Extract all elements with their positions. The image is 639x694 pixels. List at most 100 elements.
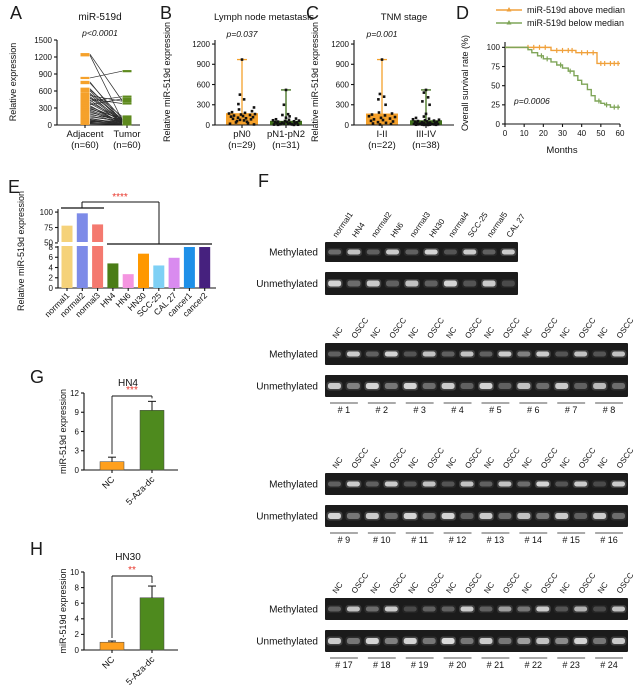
gel-band	[517, 513, 531, 519]
pair-line	[89, 53, 123, 101]
gel-band	[424, 249, 438, 255]
gel-pair-label: # 22	[525, 660, 543, 670]
gel-band	[517, 638, 531, 644]
tumor-marker	[122, 100, 132, 103]
gel-band-halo	[515, 350, 532, 358]
pair-line	[89, 108, 123, 119]
gel-pair-label: # 12	[449, 535, 467, 545]
tumor-marker	[122, 115, 132, 118]
gel-lane-label: OSCC	[539, 571, 560, 595]
significance-stars: ***	[126, 385, 138, 396]
data-point	[240, 58, 244, 61]
data-point	[243, 111, 247, 115]
pair-line	[89, 98, 123, 104]
gel-lane-label: OSCC	[577, 316, 598, 340]
gel-band	[482, 249, 496, 255]
gel-band-halo	[481, 248, 498, 256]
gel-band	[384, 638, 398, 644]
legend-marker	[506, 20, 512, 25]
tick-label: 10	[70, 568, 79, 577]
gel-pair-label: # 10	[373, 535, 391, 545]
data-point	[420, 123, 424, 126]
tick-label: 0	[75, 466, 80, 475]
gel-lane-label: NC	[596, 325, 610, 340]
data-point	[237, 108, 241, 111]
gel-image	[325, 343, 628, 365]
gel-band	[612, 513, 626, 519]
gel-band	[327, 383, 341, 389]
box	[226, 113, 258, 125]
panel-label-b: B	[160, 3, 173, 23]
data-point	[412, 122, 416, 126]
panel-c-scatter-chart: TNM stage p=0.001 0 300 600 900 1200 I-II(n=22)…	[310, 12, 454, 151]
gel-band	[501, 280, 515, 287]
data-point	[284, 88, 288, 92]
category-count: (n=60)	[113, 140, 141, 151]
data-point	[434, 123, 438, 127]
significance-stars: **	[128, 565, 136, 576]
gel-pair-label: # 3	[413, 405, 426, 415]
data-point	[377, 111, 381, 114]
gel-band-halo	[591, 636, 608, 646]
gel-pair-label: # 5	[489, 405, 502, 415]
tumor-marker	[122, 123, 132, 126]
gel-band	[441, 513, 455, 519]
tick-label: 600	[336, 80, 350, 89]
gel-lane-label: NC	[444, 455, 458, 470]
panel-title: Lymph node metastasis	[214, 12, 314, 23]
bar-upper	[76, 213, 88, 242]
gel-band-halo	[591, 480, 608, 488]
gel-band	[403, 638, 417, 644]
gel-band	[384, 383, 398, 389]
gel-band	[443, 249, 457, 255]
gel-band	[441, 351, 455, 357]
gel-row-label: Unmethylated	[256, 382, 318, 393]
tick-label: 9	[75, 408, 80, 417]
panel-label-f: F	[258, 171, 269, 191]
tick-label: 2	[49, 274, 54, 283]
gel-band-halo	[477, 350, 494, 358]
gel-image	[325, 630, 628, 652]
gel-band	[612, 638, 626, 644]
data-point	[235, 119, 239, 123]
gel-band	[498, 606, 512, 612]
gel-band	[555, 513, 569, 519]
tick-label: 1200	[331, 40, 349, 49]
tumor-marker	[122, 118, 132, 121]
gel-band	[593, 638, 607, 644]
data-point	[273, 120, 277, 124]
gel-band	[463, 280, 477, 287]
data-point	[297, 119, 301, 122]
gel-lane-label: NC	[331, 455, 345, 470]
gel-lane-label: NC	[369, 580, 383, 595]
tick-label: 300	[336, 101, 350, 110]
data-point	[245, 120, 249, 124]
data-point	[227, 112, 231, 115]
tick-label: 2	[75, 630, 80, 639]
tick-label: 1200	[34, 53, 52, 62]
data-point	[284, 116, 288, 120]
gel-band	[365, 638, 379, 644]
gel-band	[403, 481, 417, 487]
gel-pair-label: # 18	[373, 660, 391, 670]
data-point	[389, 122, 393, 126]
gel-band	[574, 481, 588, 487]
gel-band	[405, 249, 419, 255]
data-point	[246, 121, 250, 125]
data-point	[390, 112, 394, 115]
gel-band-halo	[459, 636, 476, 646]
gel-band	[441, 638, 455, 644]
adjacent-marker	[80, 115, 90, 119]
data-point	[424, 123, 428, 126]
gel-band-halo	[496, 381, 513, 391]
data-point	[435, 120, 439, 124]
gel-image	[325, 505, 628, 527]
tick-label: 100	[40, 208, 54, 217]
pair-line	[89, 96, 123, 102]
gel-lane-label: OSCC	[350, 446, 371, 470]
data-point	[286, 122, 290, 126]
data-point	[239, 113, 243, 116]
gel-band-halo	[364, 605, 381, 613]
bar	[138, 253, 149, 288]
